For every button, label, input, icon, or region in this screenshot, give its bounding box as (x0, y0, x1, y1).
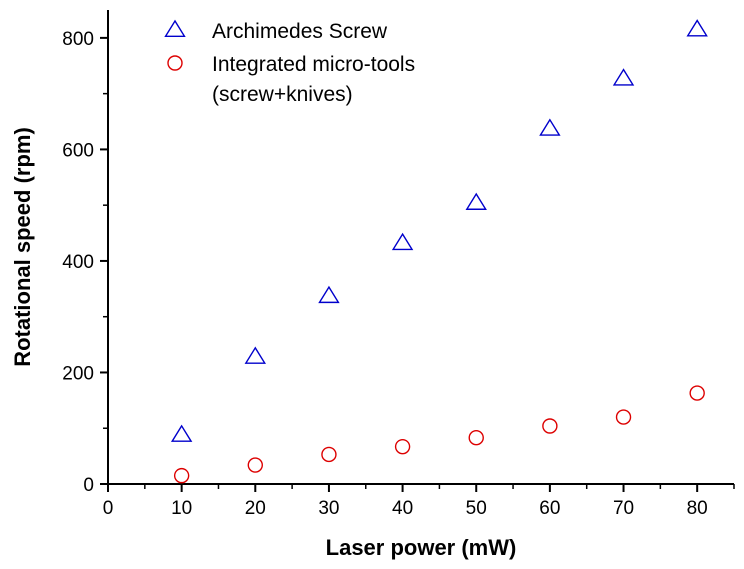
micro-tools-point (689, 385, 705, 401)
data-points (170, 19, 708, 484)
x-tick-label: 60 (539, 498, 560, 519)
y-tick-label: 200 (62, 363, 94, 384)
micro-tools-point (173, 467, 190, 484)
x-tick-label: 50 (466, 498, 487, 519)
legend-triangle-icon (164, 19, 186, 37)
x-tick-label: 40 (392, 498, 413, 519)
y-tick-label: 400 (62, 252, 94, 273)
archimedes-screw-point (318, 285, 340, 304)
archimedes-screw-point (391, 232, 414, 251)
micro-tools-point (247, 457, 263, 473)
archimedes-screw-point (612, 68, 635, 86)
micro-tools-point (394, 438, 411, 455)
legend-label-archimedes: Archimedes Screw (212, 20, 388, 43)
archimedes-screw-point (465, 192, 487, 210)
legend-label-micro-tools: (screw+knives) (212, 83, 353, 106)
x-tick-label: 0 (103, 498, 114, 519)
archimedes-screw-point (539, 118, 561, 136)
legend-circle-icon (167, 55, 183, 71)
y-tick-label: 600 (62, 140, 94, 161)
archimedes-screw-point (244, 346, 266, 364)
micro-tools-point (321, 446, 337, 463)
x-tick-label: 80 (687, 498, 708, 519)
micro-tools-point (615, 409, 632, 425)
micro-tools-point (468, 430, 484, 446)
y-tick-label: 800 (62, 29, 94, 50)
x-axis-title: Laser power (mW) (326, 535, 517, 560)
micro-tools-point (542, 418, 558, 434)
legend-label-micro-tools: Integrated micro-tools (212, 53, 415, 76)
y-axis-title: Rotational speed (rpm) (10, 127, 35, 367)
archimedes-screw-point (686, 19, 708, 37)
legend: Archimedes Screw Integrated micro-tools (s… (164, 19, 415, 106)
x-tick-label: 10 (171, 498, 192, 519)
archimedes-screw-point (170, 424, 193, 442)
axes (107, 10, 734, 485)
y-tick-label: 0 (83, 475, 94, 496)
x-tick-label: 70 (613, 498, 634, 519)
x-tick-label: 20 (245, 498, 266, 519)
x-tick-label: 30 (318, 498, 339, 519)
